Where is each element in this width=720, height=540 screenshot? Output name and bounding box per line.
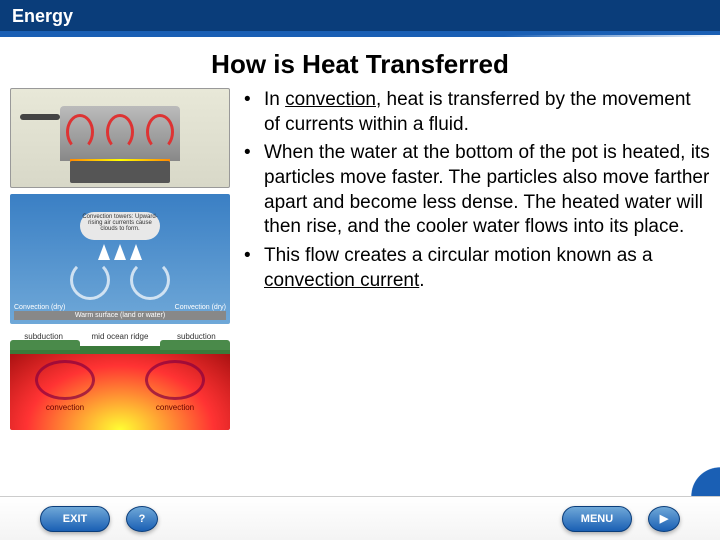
cloud-right-label: Convection (dry) (175, 304, 226, 311)
up-arrow-icon (114, 244, 126, 260)
help-icon: ? (139, 513, 146, 525)
up-arrow-icon (98, 244, 110, 260)
cloud-bottom-label: Warm surface (land or water) (14, 311, 226, 320)
exit-label: EXIT (63, 513, 87, 525)
bullet-list: In convection, heat is transferred by th… (240, 88, 710, 294)
mantle-label: mid ocean ridge (92, 332, 149, 341)
content-area: Convection towers: Upward-rising air cur… (0, 88, 720, 430)
bullet-suffix: . (419, 270, 424, 291)
bullet-prefix: This flow creates a circular motion know… (264, 245, 653, 266)
help-button[interactable]: ? (126, 506, 158, 532)
convection-loop-icon (106, 114, 134, 150)
mantle-loop-icon (145, 360, 205, 400)
keyword: convection (285, 89, 376, 110)
slide-title: How is Heat Transferred (0, 49, 720, 80)
mantle-loop-text: convection (46, 403, 84, 412)
bullet-prefix: In (264, 89, 285, 110)
header-underline (0, 35, 720, 37)
bullet-item: This flow creates a circular motion know… (258, 244, 710, 293)
pot-diagram (10, 88, 230, 188)
pot-convection-arrows (60, 114, 180, 150)
convection-loop-icon (146, 114, 174, 150)
keyword: convection current (264, 270, 419, 291)
footer-left-group: EXIT ? (40, 506, 158, 532)
header-title: Energy (12, 6, 73, 26)
corner-decoration (670, 446, 720, 496)
bullet-item: In convection, heat is transferred by th… (258, 88, 710, 137)
cloud-caption: Convection towers: Upward-rising air cur… (80, 212, 160, 240)
menu-label: MENU (581, 513, 613, 525)
mantle-loop-icon (35, 360, 95, 400)
pot-handle (20, 114, 60, 120)
up-arrow-icon (130, 244, 142, 260)
rising-air-arrows (98, 244, 142, 260)
footer-right-group: MENU ▶ (562, 506, 680, 532)
circular-arrow-icon (130, 260, 170, 300)
cloud-side-labels: Convection (dry) Convection (dry) (14, 304, 226, 311)
pot-body (60, 106, 180, 161)
next-button[interactable]: ▶ (648, 506, 680, 532)
next-arrow-icon: ▶ (660, 512, 668, 525)
crust-icon (10, 346, 230, 354)
mantle-convection-diagram: subduction mid ocean ridge subduction co… (10, 330, 230, 430)
cloud-left-label: Convection (dry) (14, 304, 65, 311)
bullet-item: When the water at the bottom of the pot … (258, 141, 710, 240)
stove-icon (70, 161, 170, 183)
footer-nav: EXIT ? MENU ▶ (0, 496, 720, 540)
header-bar: Energy (0, 0, 720, 35)
mantle-loop-labels: convection convection (10, 403, 230, 412)
cloud-convection-diagram: Convection towers: Upward-rising air cur… (10, 194, 230, 324)
bullet-text: When the water at the bottom of the pot … (264, 142, 710, 237)
circular-arrow-icon (70, 260, 110, 300)
text-column: In convection, heat is transferred by th… (240, 88, 710, 430)
mantle-loop-text: convection (156, 403, 194, 412)
menu-button[interactable]: MENU (562, 506, 632, 532)
image-column: Convection towers: Upward-rising air cur… (10, 88, 230, 430)
mantle-loops (10, 360, 230, 400)
cloud-loops (70, 260, 170, 300)
exit-button[interactable]: EXIT (40, 506, 110, 532)
convection-loop-icon (66, 114, 94, 150)
